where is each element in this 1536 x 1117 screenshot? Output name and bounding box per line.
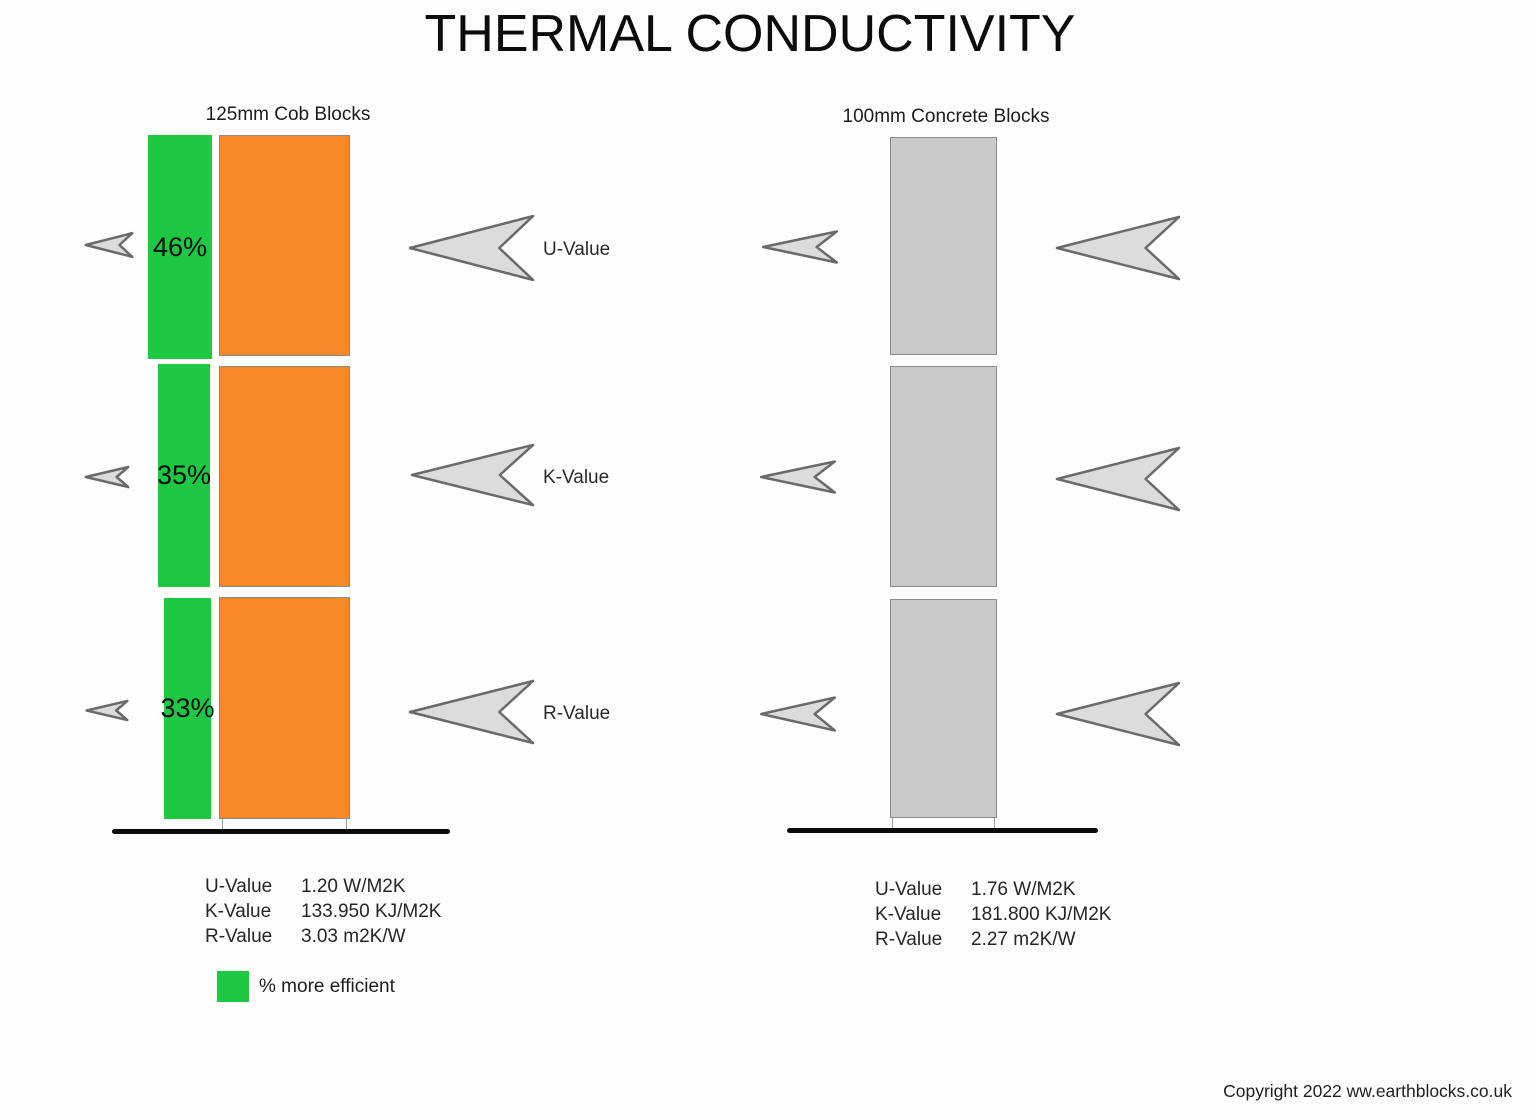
efficiency-percent: 46% bbox=[152, 231, 208, 262]
stat-label: K-Value bbox=[875, 903, 942, 925]
legend-label: % more efficient bbox=[259, 975, 395, 997]
cob-block-middle bbox=[219, 366, 350, 587]
cob-block-bottom bbox=[219, 597, 350, 819]
stat-row: R-Value 3.03 m2K/W bbox=[205, 924, 441, 949]
efficiency-bar-k-value: 35% bbox=[156, 364, 212, 587]
heat-flow-arrow-icon bbox=[408, 213, 535, 283]
efficiency-percent: 33% bbox=[160, 693, 215, 723]
legend-green-swatch bbox=[217, 971, 249, 1002]
efficiency-bar-r-value: 33% bbox=[160, 598, 215, 819]
cob-plinth bbox=[222, 819, 347, 831]
cob-stats: U-Value 1.20 W/M2K K-Value 133.950 KJ/M2… bbox=[205, 874, 441, 949]
stat-label: R-Value bbox=[205, 925, 273, 947]
heat-flow-arrow-icon bbox=[1055, 214, 1181, 282]
stat-value: 2.27 m2K/W bbox=[971, 928, 1076, 950]
heat-flow-arrow-icon bbox=[86, 700, 128, 721]
heat-flow-arrow-icon bbox=[85, 466, 129, 488]
stat-row: U-Value 1.20 W/M2K bbox=[205, 874, 441, 899]
heat-flow-arrow-icon bbox=[410, 442, 535, 508]
concrete-stats: U-Value 1.76 W/M2K K-Value 181.800 KJ/M2… bbox=[875, 877, 1111, 952]
heat-flow-arrow-icon bbox=[408, 678, 535, 746]
stat-row: R-Value 2.27 m2K/W bbox=[875, 927, 1111, 952]
stat-value: 1.20 W/M2K bbox=[301, 875, 406, 897]
concrete-plinth bbox=[892, 818, 995, 831]
stat-row: K-Value 181.800 KJ/M2K bbox=[875, 902, 1111, 927]
copyright-text: Copyright 2022 ww.earthblocks.co.uk bbox=[1223, 1081, 1512, 1101]
concrete-column-header: 100mm Concrete Blocks bbox=[842, 106, 1050, 127]
heat-flow-arrow-icon bbox=[760, 460, 836, 494]
stat-value: 181.800 KJ/M2K bbox=[971, 903, 1112, 925]
page-title: THERMAL CONDUCTIVITY bbox=[424, 5, 1076, 63]
concrete-ground-line bbox=[787, 828, 1098, 833]
stat-value: 3.03 m2K/W bbox=[301, 925, 406, 947]
stat-row: K-Value 133.950 KJ/M2K bbox=[205, 899, 441, 924]
heat-flow-arrow-icon bbox=[1055, 680, 1181, 748]
stat-value: 133.950 KJ/M2K bbox=[301, 900, 442, 922]
row-label-r-value: R-Value bbox=[543, 703, 611, 724]
concrete-block-bottom bbox=[890, 599, 997, 818]
stat-label: K-Value bbox=[205, 900, 272, 922]
heat-flow-arrow-icon bbox=[762, 230, 838, 264]
row-label-k-value: K-Value bbox=[543, 467, 610, 488]
concrete-block-middle bbox=[890, 366, 997, 587]
stat-label: U-Value bbox=[875, 878, 943, 900]
stat-label: R-Value bbox=[875, 928, 943, 950]
cob-block-top bbox=[219, 135, 350, 356]
cob-ground-line bbox=[112, 829, 450, 834]
heat-flow-arrow-icon bbox=[1055, 445, 1181, 513]
legend: % more efficient bbox=[217, 971, 395, 1002]
stat-label: U-Value bbox=[205, 875, 273, 897]
efficiency-bar-u-value: 46% bbox=[148, 135, 212, 359]
heat-flow-arrow-icon bbox=[85, 232, 133, 258]
stat-value: 1.76 W/M2K bbox=[971, 878, 1076, 900]
stat-row: U-Value 1.76 W/M2K bbox=[875, 877, 1111, 902]
cob-column-header: 125mm Cob Blocks bbox=[205, 104, 371, 125]
efficiency-percent: 35% bbox=[156, 460, 212, 490]
row-label-u-value: U-Value bbox=[543, 239, 611, 260]
heat-flow-arrow-icon bbox=[760, 696, 836, 732]
concrete-block-top bbox=[890, 137, 997, 355]
